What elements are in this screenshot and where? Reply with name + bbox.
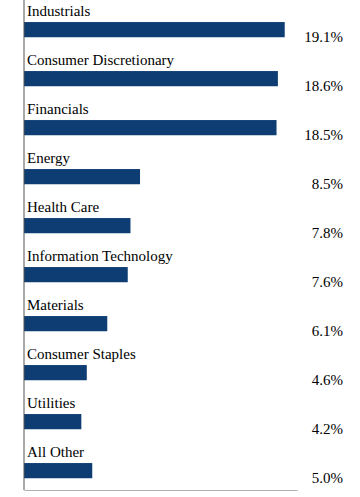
bar: [24, 414, 81, 429]
category-label: All Other: [27, 444, 84, 460]
x-axis: [25, 490, 298, 491]
bar: [24, 463, 92, 478]
data-label: 5.0%: [312, 470, 343, 486]
bar: [24, 316, 107, 331]
category-label: Materials: [27, 297, 84, 313]
category-label: Consumer Discretionary: [27, 52, 175, 68]
category-label: Industrials: [27, 3, 90, 19]
bar: [24, 365, 87, 380]
data-label: 19.1%: [304, 29, 343, 45]
data-label: 7.6%: [312, 274, 343, 290]
data-label: 8.5%: [312, 176, 343, 192]
category-label: Energy: [27, 150, 71, 166]
x-axis-line: [25, 490, 298, 491]
data-label: 18.6%: [304, 78, 343, 94]
bars: [24, 22, 285, 478]
data-label: 7.8%: [312, 225, 343, 241]
data-label: 4.2%: [312, 421, 343, 437]
data-label: 18.5%: [304, 127, 343, 143]
chart: Industrials Consumer Discretionary Financi…: [0, 0, 360, 497]
category-label: Utilities: [27, 395, 75, 411]
data-labels: 19.1% 18.6% 18.5% 8.5% 7.8% 7.6% 6.1% 4.6% 4.2% 5…: [304, 29, 343, 486]
category-label: Consumer Staples: [27, 346, 136, 362]
data-label: 4.6%: [312, 372, 343, 388]
bar: [24, 169, 140, 184]
category-label: Information Technology: [27, 248, 173, 264]
category-labels: Industrials Consumer Discretionary Financi…: [27, 3, 175, 460]
bar: [24, 22, 285, 37]
category-label: Financials: [27, 101, 89, 117]
y-axis-line: [24, 0, 25, 490]
bar: [24, 120, 277, 135]
bar: [24, 218, 130, 233]
category-label: Health Care: [27, 199, 99, 215]
bar: [24, 71, 278, 86]
bar: [24, 267, 128, 282]
data-label: 6.1%: [312, 323, 343, 339]
